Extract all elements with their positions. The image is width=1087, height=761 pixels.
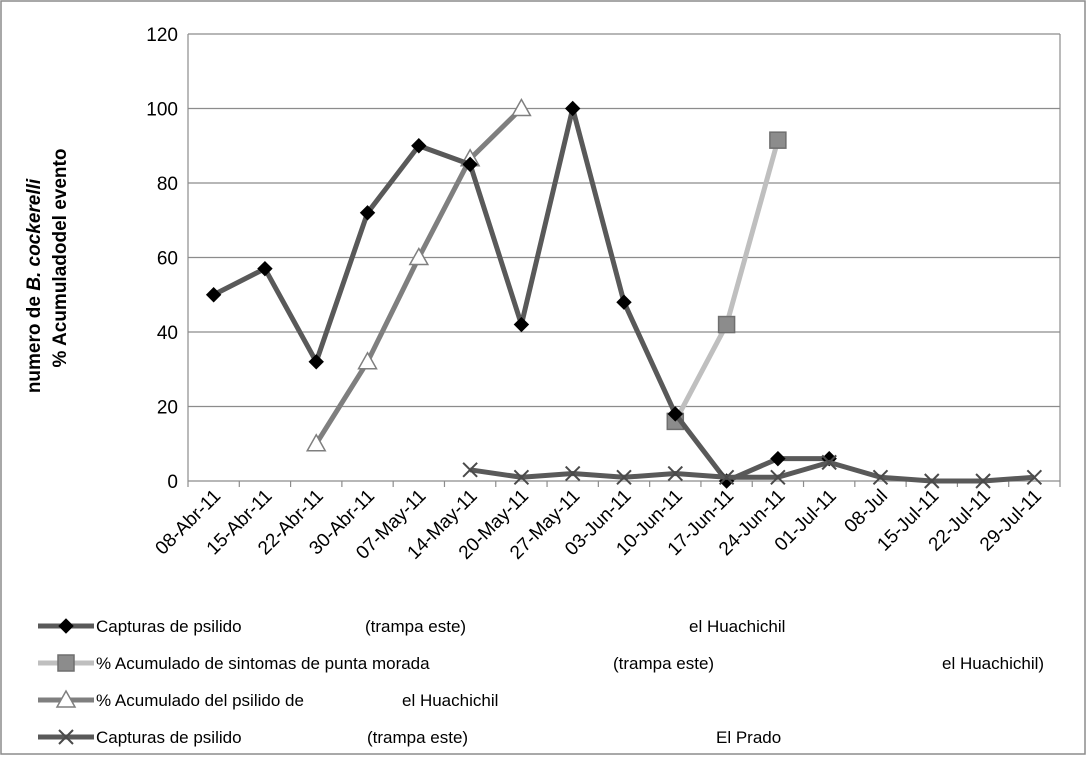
series-1-point bbox=[513, 316, 530, 333]
series-4-point bbox=[821, 454, 837, 471]
legend-key-marker bbox=[55, 689, 77, 708]
legend-s4-text-a: Capturas de psilido bbox=[96, 728, 242, 747]
legend-s1-text-c: el Huachichil bbox=[689, 617, 785, 636]
series-3-point bbox=[511, 97, 532, 117]
series-4-point bbox=[770, 469, 786, 485]
y-tick-label: 40 bbox=[157, 323, 178, 344]
series-2-point bbox=[769, 131, 787, 149]
y-axis-title-line2: % Acumuladodel evento bbox=[50, 149, 71, 368]
series-1-point bbox=[257, 260, 273, 277]
series-1-point bbox=[564, 100, 581, 117]
y-tick-label: 0 bbox=[167, 472, 178, 493]
legend-s3-text-b: el Huachichil bbox=[402, 691, 498, 710]
legend-s4-text-c: El Prado bbox=[716, 728, 781, 747]
y-tick-label: 20 bbox=[157, 398, 178, 419]
series-4-point bbox=[462, 462, 478, 478]
series-1-point bbox=[359, 205, 376, 221]
y-tick-labels: 0 20 40 60 80 100 120 bbox=[146, 25, 178, 493]
series-1-point bbox=[770, 450, 786, 467]
legend-key-marker bbox=[57, 654, 75, 672]
series-3 bbox=[305, 97, 532, 452]
series-2 bbox=[666, 131, 787, 431]
series-4 bbox=[462, 454, 1043, 489]
legend-s4-text-b: (trampa este) bbox=[367, 728, 468, 747]
legend-keys bbox=[38, 618, 94, 745]
series-2-point bbox=[717, 315, 736, 334]
series-4-point bbox=[872, 469, 889, 485]
legend-s2-text-c: el Huachichil) bbox=[942, 654, 1044, 673]
legend-s1-text-b: (trampa este) bbox=[365, 617, 466, 636]
legend-key-marker bbox=[58, 729, 74, 745]
series-4-point bbox=[924, 473, 940, 489]
y-axis-title: numero de B. cockerelli % Acumuladodel e… bbox=[24, 149, 71, 394]
y-axis-title-line1: numero de B. cockerelli bbox=[24, 178, 45, 393]
y-tick-label: 100 bbox=[146, 100, 178, 121]
legend-s2-text-b: (trampa este) bbox=[613, 654, 714, 673]
legend-s2-text-a: % Acumulado de sintomas de punta morada bbox=[96, 654, 430, 673]
series-3-point bbox=[305, 433, 327, 452]
legend: Capturas de psilido (trampa este) el Hua… bbox=[38, 617, 1044, 747]
y-tick-label: 80 bbox=[157, 174, 178, 195]
series-4-point bbox=[1026, 469, 1043, 485]
series-4-line bbox=[469, 459, 1035, 484]
series-1-point bbox=[616, 294, 632, 310]
series-1-point bbox=[411, 138, 427, 154]
data-series bbox=[205, 97, 1043, 489]
legend-key-marker bbox=[58, 618, 74, 634]
legend-s1-text-a: Capturas de psilido bbox=[96, 617, 242, 636]
series-4-point bbox=[513, 469, 530, 485]
series-1 bbox=[205, 100, 837, 489]
y-tick-label: 120 bbox=[146, 25, 178, 46]
series-1-point bbox=[308, 354, 324, 370]
series-4-point bbox=[564, 465, 581, 482]
legend-s3-text-a: % Acumulado del psilido de bbox=[96, 691, 304, 710]
series-3-point bbox=[408, 246, 430, 266]
y-tick-label: 60 bbox=[157, 249, 178, 270]
series-4-point bbox=[718, 469, 735, 485]
series-3-point bbox=[357, 351, 378, 370]
series-1-point bbox=[667, 406, 684, 422]
series-1-point bbox=[205, 287, 222, 303]
series-1-point bbox=[462, 156, 478, 173]
series-4-point bbox=[667, 465, 684, 482]
series-4-point bbox=[616, 469, 632, 485]
series-4-point bbox=[975, 473, 991, 489]
